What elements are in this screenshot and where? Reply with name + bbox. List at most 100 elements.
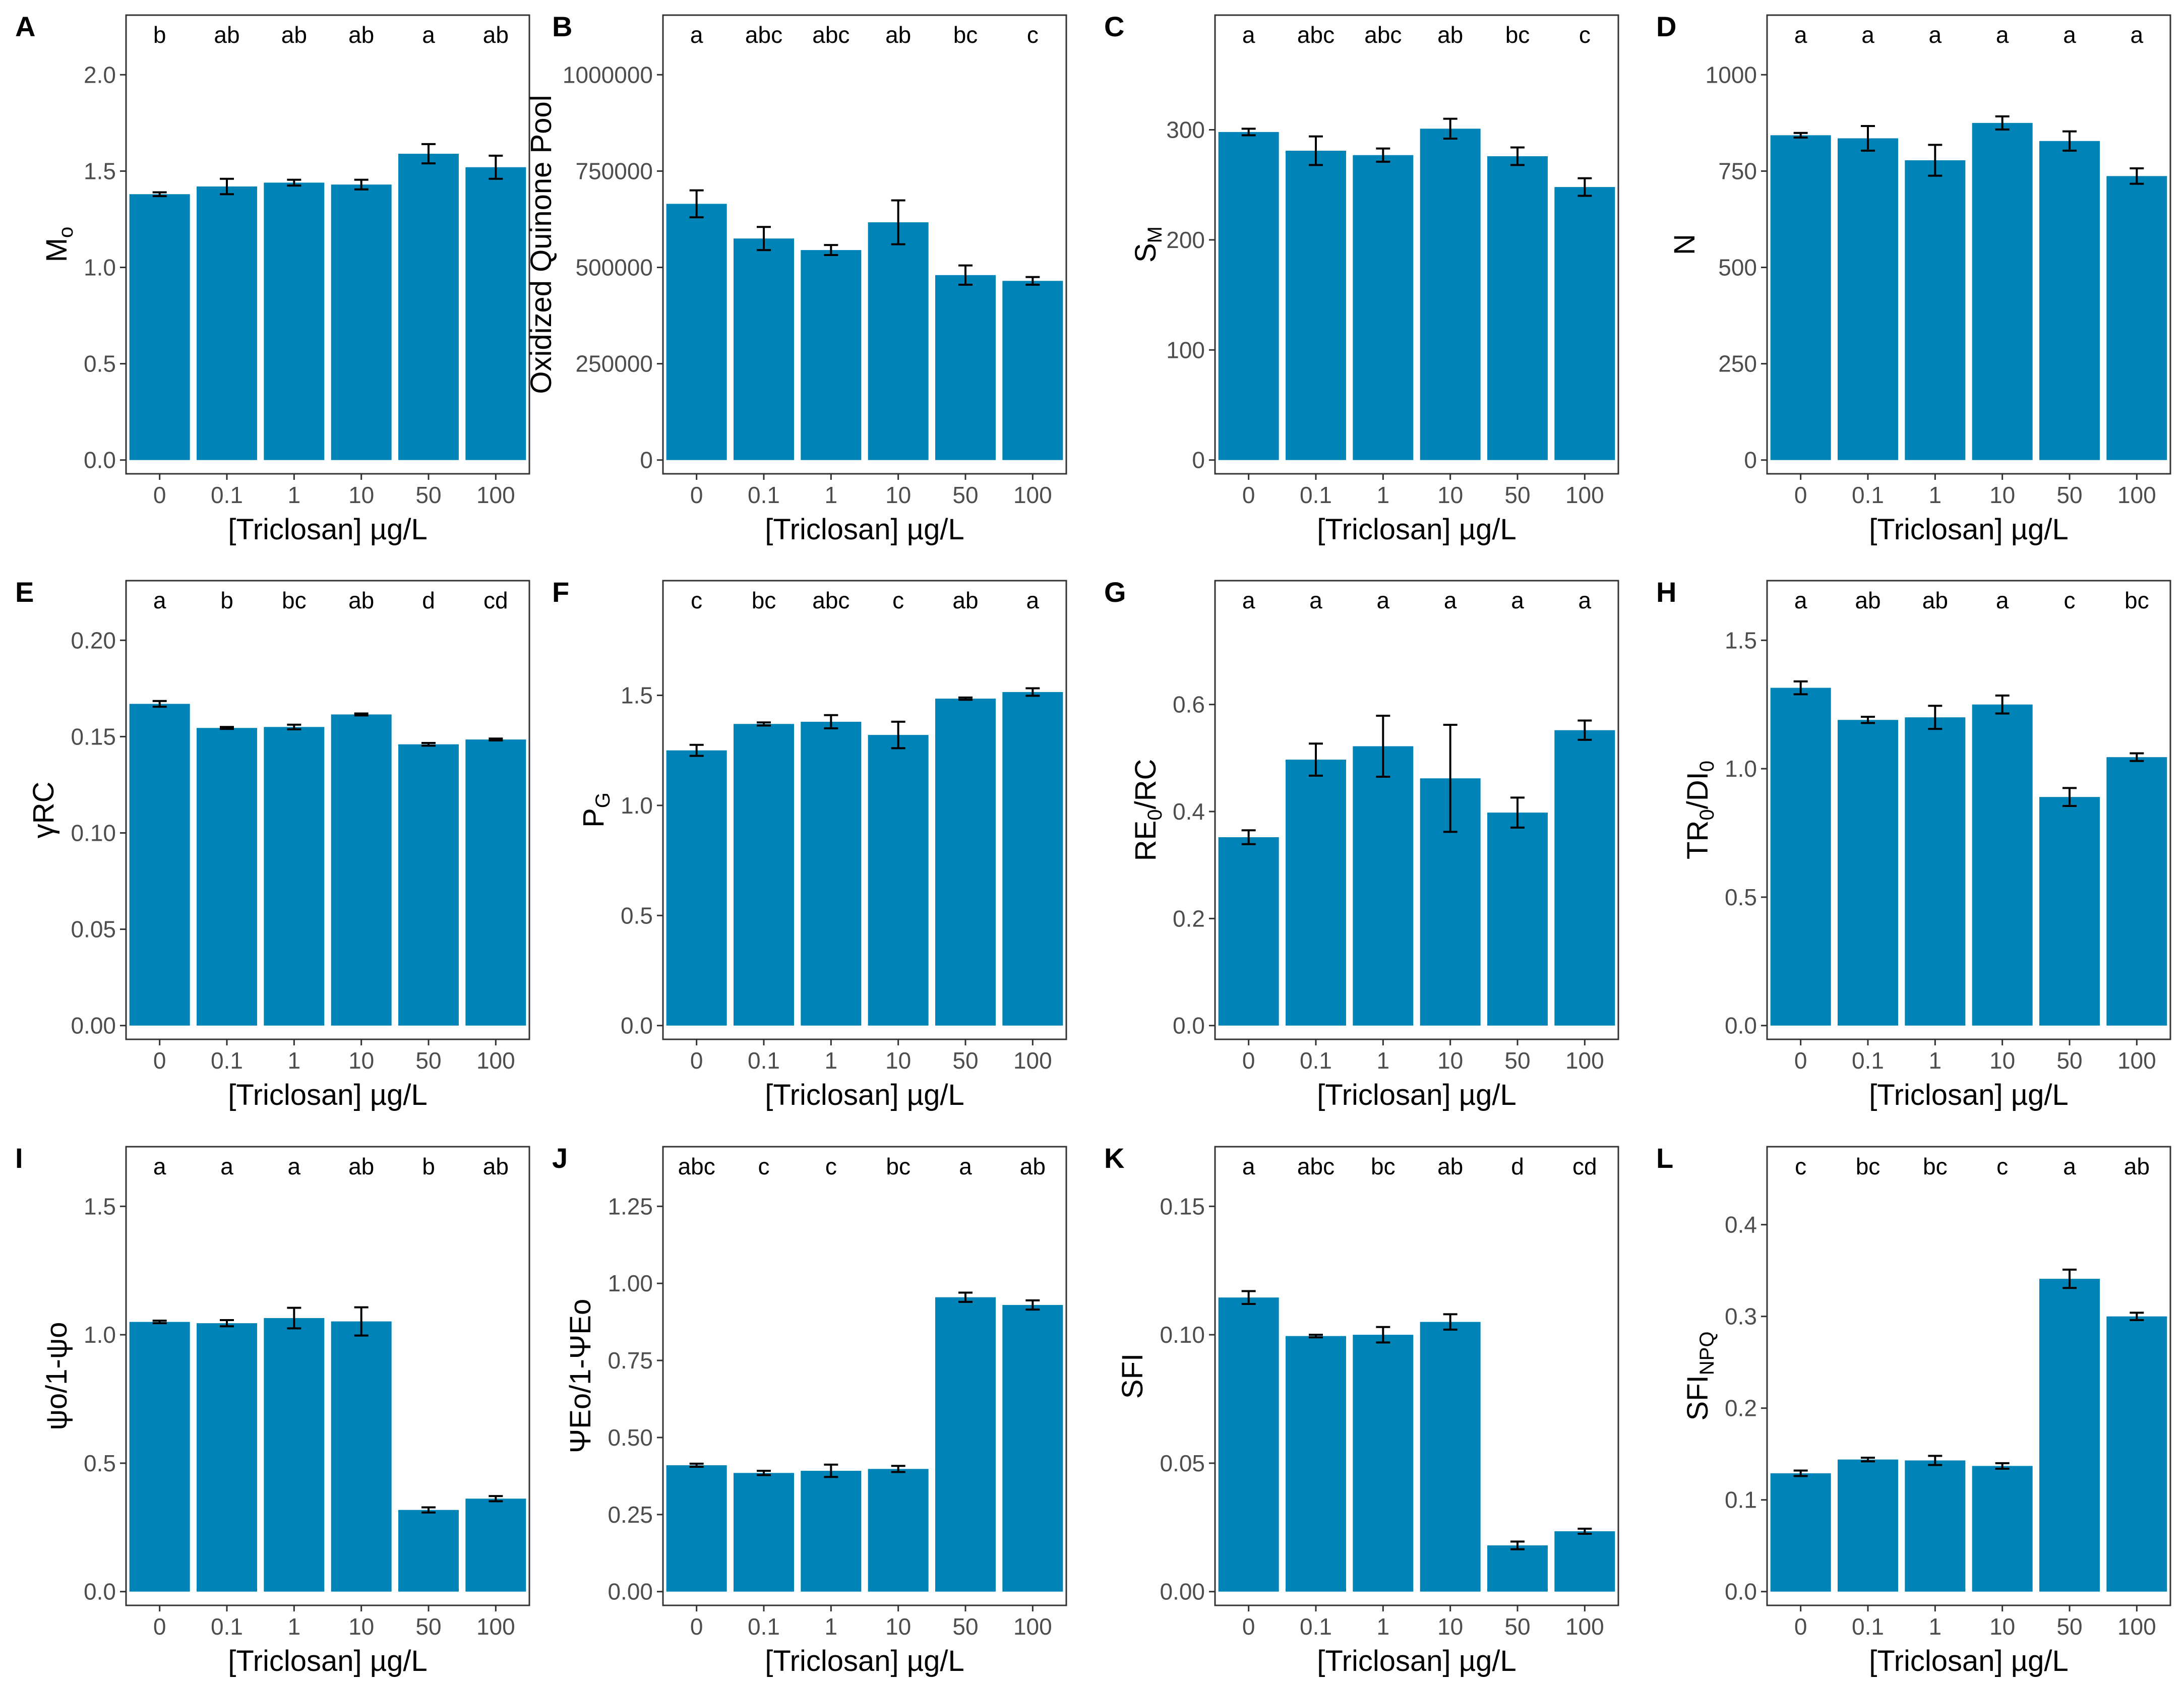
panel-i-bar-3 [331, 1321, 392, 1592]
panel-a-y-axis-title: Mo [40, 227, 77, 263]
panel-d-x-axis-title: [Triclosan] µg/L [1869, 513, 2069, 546]
panel-d-plot-border [1766, 14, 2171, 475]
panel-b-xtick-label-5: 100 [1013, 482, 1052, 508]
panel-b-bar-3 [868, 222, 929, 460]
panel-f-letter: F [552, 576, 569, 608]
panel-b-x-axis-title: [Triclosan] µg/L [765, 513, 964, 546]
panel-g-bar-2 [1353, 746, 1414, 1026]
panel-g-xtick-label-0: 0 [1242, 1047, 1255, 1074]
panel-b-y-axis-title: Oxidized Quinone Pool [525, 95, 558, 394]
panel-h-ytick-label-0: 0.0 [1725, 1013, 1757, 1039]
panel-h-bar-2 [1905, 717, 1966, 1026]
panel-k-sig-letter-5: cd [1572, 1153, 1597, 1179]
panel-g-ytick-label-2: 0.4 [1173, 798, 1205, 825]
panel-l-sig-letter-2: bc [1923, 1153, 1948, 1179]
panel-j-xtick-label-1: 0.1 [748, 1613, 780, 1640]
panel-h-sig-letter-1: ab [1855, 587, 1880, 613]
panel-h-xtick-label-5: 100 [2117, 1047, 2156, 1074]
panel-c-bar-0 [1218, 132, 1279, 460]
panel-h-bar-5 [2106, 757, 2167, 1026]
panel-j-ytick-label-2: 0.50 [608, 1424, 653, 1451]
panel-f-sig-letter-4: ab [952, 587, 978, 613]
panel-c-plot-border [1214, 14, 1619, 475]
panel-g-error-bar-3 [1443, 724, 1458, 833]
panel-k-xtick-label-3: 10 [1437, 1613, 1463, 1640]
panel-b-sig-letter-1: abc [745, 22, 782, 48]
panel-d-y-axis-title-part-ylabel_main: N [1668, 234, 1701, 255]
panel-a-xtick-label-2: 1 [288, 482, 301, 508]
panel-i-error-bar-0 [152, 1320, 167, 1325]
panel-e-bar-3 [331, 714, 392, 1026]
panel-d-bar-0 [1770, 135, 1831, 460]
panel-h-error-bar-3 [1995, 694, 2010, 715]
panel-d-error-bar-1 [1861, 124, 1875, 152]
panel-f-xtick-label-0: 0 [690, 1047, 703, 1074]
panel-a-sig-letter-4: a [422, 22, 435, 48]
panel-i-y-axis-title-part-ylabel_main: ψo/1-ψo [40, 1322, 73, 1430]
panel-c-sig-letter-0: a [1242, 22, 1255, 48]
panel-k-error-bar-3 [1443, 1313, 1458, 1331]
panel-d-error-bar-4 [2062, 130, 2077, 152]
panel-e-x-axis-title: [Triclosan] µg/L [228, 1079, 428, 1111]
panel-l-y-axis-title: SFINPQ [1681, 1332, 1718, 1421]
panel-k-ytick-label-0: 0.00 [1160, 1579, 1205, 1605]
panel-b-ytick-label-2: 500000 [576, 255, 653, 281]
panel-g-ytick-label-0: 0.0 [1173, 1013, 1205, 1039]
panel-c-error-bar-2 [1376, 147, 1390, 163]
panel-f-bar-1 [734, 724, 794, 1026]
panel-e-ytick-label-2: 0.10 [71, 820, 116, 846]
panel-h-error-bar-0 [1793, 680, 1808, 696]
panel-a-ytick-label-4: 2.0 [84, 61, 116, 88]
panel-d-bar-2 [1905, 160, 1966, 460]
panel-a-xtick-label-4: 50 [415, 482, 441, 508]
panel-e-bar-4 [398, 744, 459, 1026]
panel-g-y-axis-title: RE0/RC [1129, 759, 1166, 861]
panel-j-bar-4 [935, 1297, 996, 1592]
panel-d-y-axis-title: N [1668, 234, 1701, 255]
panel-l-error-bar-1 [1861, 1456, 1875, 1463]
panel-i-sig-letter-0: a [153, 1153, 166, 1179]
panel-a-bar-2 [264, 182, 325, 460]
panel-b-ytick-label-3: 750000 [576, 158, 653, 184]
panel-a-sig-letter-0: b [153, 22, 166, 48]
panel-i-xtick-label-4: 50 [415, 1613, 441, 1640]
panel-d-bar-1 [1838, 138, 1898, 460]
panel-f-bar-5 [1002, 692, 1063, 1026]
panel-g-error-bar-1 [1309, 742, 1323, 777]
panel-g-xtick-label-5: 100 [1565, 1047, 1604, 1074]
panel-a-error-bar-2 [287, 178, 301, 187]
panel-d-xtick-label-3: 10 [1989, 482, 2015, 508]
panel-b-sig-letter-4: bc [953, 22, 978, 48]
panel-j-letter: J [552, 1142, 568, 1174]
panel-c-ytick-label-3: 300 [1166, 117, 1205, 143]
panel-c-xtick-label-2: 1 [1377, 482, 1390, 508]
panel-a-plot-border [125, 14, 530, 475]
panel-l-ytick-label-0: 0.0 [1725, 1579, 1757, 1605]
panel-c-sig-letter-5: c [1579, 22, 1591, 48]
panel-h-xtick-label-4: 50 [2056, 1047, 2082, 1074]
panel-a-x-axis-title: [Triclosan] µg/L [228, 513, 428, 546]
panel-a-bar-3 [331, 184, 392, 460]
panel-c-ytick-label-0: 0 [1192, 447, 1205, 473]
panel-e-letter: E [15, 576, 34, 608]
panel-d-xtick-label-0: 0 [1794, 482, 1807, 508]
panel-k-bar-5 [1554, 1531, 1615, 1592]
panel-j-ytick-label-3: 0.75 [608, 1347, 653, 1374]
panel-b-bar-5 [1002, 281, 1063, 460]
panel-d-error-bar-3 [1995, 115, 2010, 131]
panel-f-xtick-label-5: 100 [1013, 1047, 1052, 1074]
panel-c-letter: C [1104, 11, 1124, 42]
panel-g-xtick-label-3: 10 [1437, 1047, 1463, 1074]
panel-l-bar-5 [2106, 1316, 2167, 1592]
panel-f-bar-4 [935, 699, 996, 1026]
panel-e-xtick-label-3: 10 [348, 1047, 374, 1074]
panel-e-ytick-label-1: 0.05 [71, 916, 116, 943]
panel-h-sig-letter-3: a [1996, 587, 2009, 613]
